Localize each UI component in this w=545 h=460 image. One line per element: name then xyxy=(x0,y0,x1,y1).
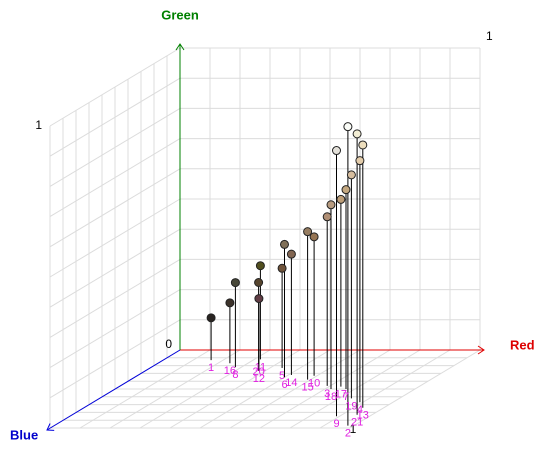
point xyxy=(322,212,332,222)
point-label: 15 xyxy=(301,382,313,394)
point-label: 16 xyxy=(224,365,236,377)
point xyxy=(206,313,216,323)
points xyxy=(206,122,368,323)
grid-line xyxy=(49,77,181,157)
point xyxy=(336,194,346,204)
point xyxy=(355,156,365,166)
point xyxy=(254,294,264,304)
point-label: 17 xyxy=(335,389,347,401)
point-label: 19 xyxy=(345,400,357,412)
point xyxy=(346,170,356,180)
point xyxy=(332,146,341,156)
point-label: 10 xyxy=(308,378,320,390)
grid-line xyxy=(49,168,181,248)
point xyxy=(303,227,313,237)
x-tick-label: 1 xyxy=(486,29,493,43)
grid-line xyxy=(49,107,181,187)
y-axis-arrow xyxy=(175,43,185,51)
grid-line xyxy=(259,349,391,429)
point-label: 11 xyxy=(255,361,266,373)
y-tick-label: 0 xyxy=(165,337,172,351)
point xyxy=(309,232,319,242)
point xyxy=(280,239,289,249)
point-label: 20 xyxy=(252,366,264,378)
point-label: 6 xyxy=(281,379,287,391)
grid-line xyxy=(319,349,451,429)
point-label: 9 xyxy=(333,418,339,430)
point xyxy=(277,263,287,273)
point xyxy=(326,200,336,210)
z-axis xyxy=(46,349,181,431)
point xyxy=(255,261,265,271)
point xyxy=(358,140,368,150)
point-label: 8 xyxy=(232,369,238,381)
point-label: 7 xyxy=(343,391,349,403)
grid-line xyxy=(349,349,481,429)
point-label: 4 xyxy=(357,404,363,416)
grid-line xyxy=(229,349,361,429)
z-axis-arrow xyxy=(46,423,55,431)
z-tick-label: 1 xyxy=(350,422,357,436)
point xyxy=(254,278,264,287)
x-axis-title: Red xyxy=(510,337,535,352)
grid-line xyxy=(49,138,181,218)
point-label: 12 xyxy=(253,373,265,385)
point-label: 3 xyxy=(324,388,330,400)
point xyxy=(352,129,362,139)
z-axis-title: Blue xyxy=(10,427,38,442)
point-label: 1 xyxy=(208,362,214,374)
point xyxy=(341,185,351,195)
point-label: 5 xyxy=(279,370,285,382)
point xyxy=(343,122,353,132)
point-label: 14 xyxy=(285,377,297,389)
point xyxy=(230,278,240,288)
grid-line xyxy=(289,349,421,429)
x-axis-arrow xyxy=(477,345,485,355)
point xyxy=(286,249,296,259)
y-tick-label: 1 xyxy=(35,118,42,132)
y-axis-title: Green xyxy=(161,7,199,22)
grid-line xyxy=(49,47,181,127)
point-label: 13 xyxy=(357,410,369,422)
point xyxy=(225,298,235,308)
point-label: 2 xyxy=(345,428,351,440)
point-label: 21 xyxy=(351,417,363,429)
point-label: 18 xyxy=(325,391,337,403)
